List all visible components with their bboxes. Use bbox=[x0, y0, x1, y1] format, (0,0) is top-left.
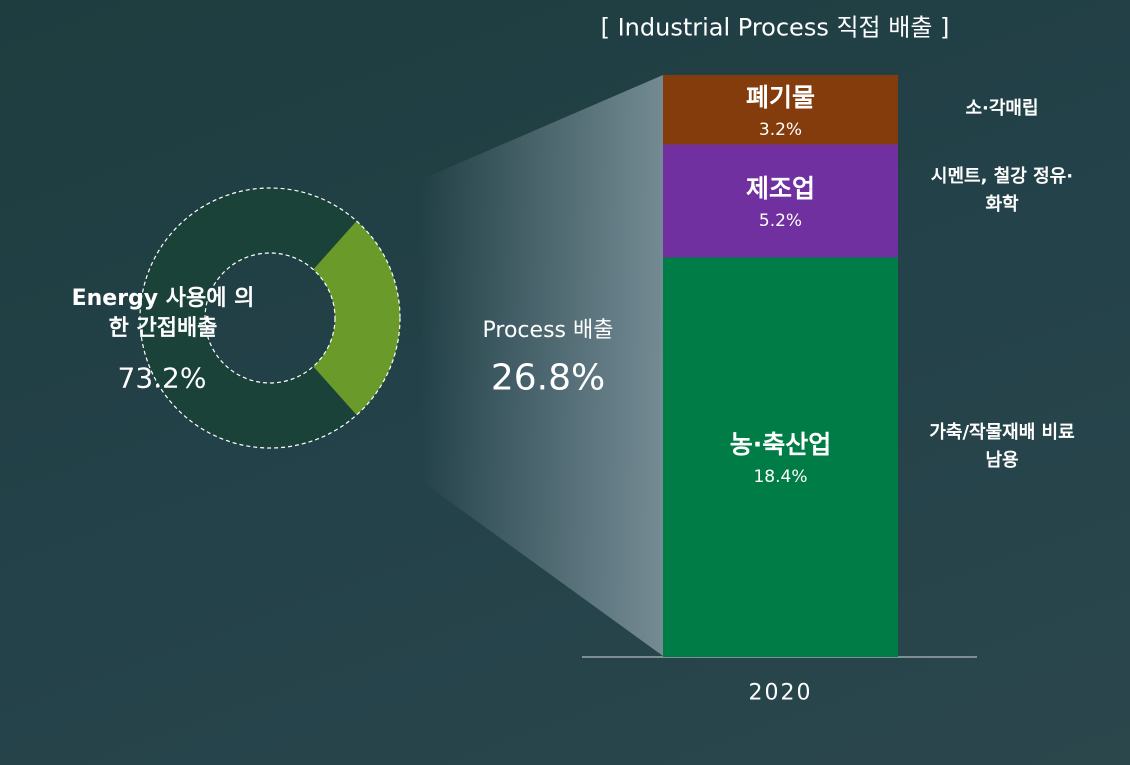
donut-slice bbox=[139, 188, 357, 449]
bar-segment bbox=[663, 75, 898, 145]
slice-label: Process 배출 bbox=[482, 318, 614, 343]
donut-outline bbox=[204, 252, 336, 384]
segment-note: 소·각매립 bbox=[965, 98, 1039, 119]
segment-note: 가축/작물재배 비료 남용 bbox=[929, 422, 1075, 472]
segment-note: 시멘트, 철강 정유·화학 bbox=[930, 165, 1074, 215]
slice-value: 73.2% bbox=[117, 361, 207, 395]
funnel bbox=[420, 75, 663, 656]
donut-outline bbox=[139, 187, 401, 449]
segment-name: 제조업 bbox=[745, 173, 816, 203]
segment-value: 3.2% bbox=[758, 119, 803, 140]
segment-name: 폐기물 bbox=[745, 82, 816, 112]
slice-label: Energy 사용에 의한 간접배출 bbox=[71, 286, 255, 341]
segment-value: 5.2% bbox=[758, 210, 803, 231]
chart-title: [ Industrial Process 직접 배출 ] bbox=[600, 13, 950, 42]
segment-name: 농·축산업 bbox=[729, 430, 832, 460]
donut-slice bbox=[313, 221, 400, 415]
bar-segment bbox=[663, 257, 898, 657]
slice-value: 26.8% bbox=[490, 357, 606, 399]
bar-segment bbox=[663, 144, 898, 258]
segment-value: 18.4% bbox=[753, 467, 808, 488]
x-tick-label: 2020 bbox=[748, 680, 813, 706]
